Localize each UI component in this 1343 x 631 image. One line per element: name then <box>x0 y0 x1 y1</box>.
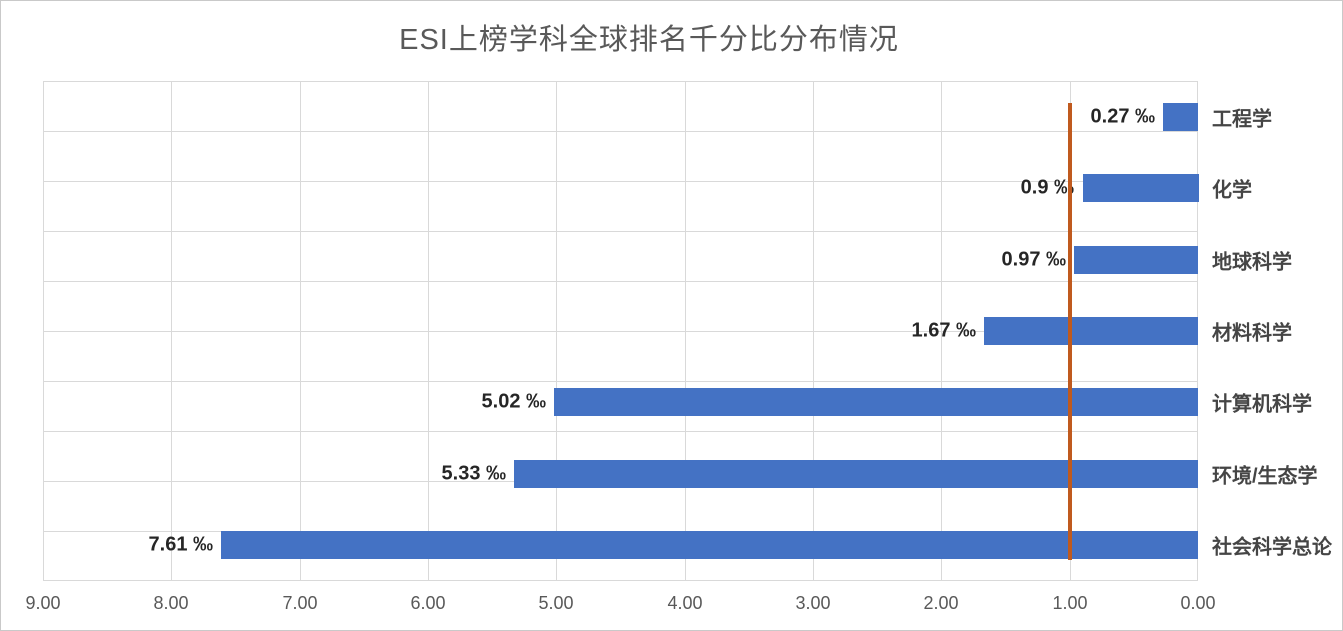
category-label: 化学 <box>1212 179 1252 202</box>
x-tick-label: 5.00 <box>538 593 574 613</box>
category-label: 计算机科学 <box>1212 393 1312 416</box>
x-tick-label: 3.00 <box>795 593 831 613</box>
bar-value-label: 5.02 ‰ <box>481 390 546 413</box>
horizontal-gridline <box>43 231 1198 232</box>
bar-value-label: 7.61 ‰ <box>148 533 213 556</box>
horizontal-gridline <box>43 381 1198 382</box>
horizontal-gridline <box>43 181 1198 182</box>
horizontal-gridline <box>43 81 1198 82</box>
chart-bar <box>984 317 1198 345</box>
x-tick-label: 8.00 <box>153 593 189 613</box>
bar-value-label: 5.33 ‰ <box>441 462 506 485</box>
horizontal-gridline <box>43 580 1198 581</box>
x-tick-label: 6.00 <box>410 593 446 613</box>
category-label: 工程学 <box>1212 108 1272 131</box>
chart-bar <box>221 531 1198 559</box>
category-label: 环境/生态学 <box>1212 465 1318 488</box>
horizontal-gridline <box>43 431 1198 432</box>
chart-bar <box>514 460 1198 488</box>
chart-bar <box>1163 103 1198 131</box>
category-label: 地球科学 <box>1212 251 1292 274</box>
horizontal-gridline <box>43 131 1198 132</box>
chart-bar <box>1083 174 1199 202</box>
plot-area: 0.27 ‰ 0.9 ‰ 0.97 ‰ 1.67 ‰ 5.02 ‰ 5.33 ‰ 7.61 … <box>43 81 1199 581</box>
horizontal-gridline <box>43 331 1198 332</box>
x-tick-label: 7.00 <box>282 593 318 613</box>
chart-bar <box>1074 246 1198 274</box>
x-tick-label: 4.00 <box>667 593 703 613</box>
horizontal-gridline <box>43 281 1198 282</box>
x-tick-label: 0.00 <box>1180 593 1216 613</box>
chart-title: ESI上榜学科全球排名千分比分布情况 <box>399 24 899 56</box>
bar-value-label: 0.97 ‰ <box>1001 248 1066 271</box>
reference-line <box>1068 103 1072 560</box>
chart-bar <box>554 388 1198 416</box>
x-tick-label: 2.00 <box>923 593 959 613</box>
bar-value-label: 1.67 ‰ <box>911 319 976 342</box>
bar-value-label: 0.27 ‰ <box>1090 105 1155 128</box>
x-tick-label: 9.00 <box>25 593 61 613</box>
category-label: 社会科学总论 <box>1212 536 1332 559</box>
x-tick-label: 1.00 <box>1052 593 1088 613</box>
category-label: 材料科学 <box>1212 322 1292 345</box>
bar-value-label: 0.9 ‰ <box>1020 176 1074 199</box>
